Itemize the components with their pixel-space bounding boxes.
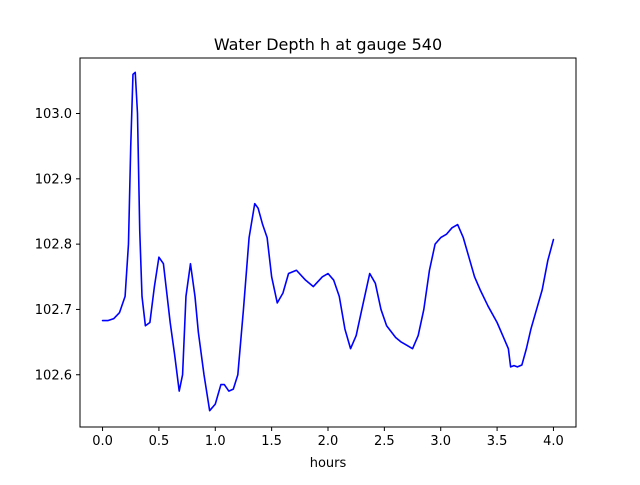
plot-frame <box>79 57 577 428</box>
x-tick-label: 1.5 <box>261 434 282 449</box>
y-tick-label: 102.7 <box>35 303 72 318</box>
x-tick-label: 3.0 <box>430 434 451 449</box>
x-tick-label: 0.5 <box>149 434 170 449</box>
y-axis: 102.6 102.7 102.8 102.9 103.0 <box>35 107 80 383</box>
y-tick-label: 102.6 <box>35 368 72 383</box>
series-line-0 <box>101 71 555 412</box>
x-tick-label: 0.0 <box>92 434 113 449</box>
x-tick-label: 1.0 <box>205 434 226 449</box>
y-tick-label: 102.8 <box>35 238 72 253</box>
chart-title: Water Depth h at gauge 540 <box>214 35 442 54</box>
x-tick-label: 3.5 <box>487 434 508 449</box>
y-tick-label: 102.9 <box>35 172 72 187</box>
y-tick-label: 103.0 <box>35 107 72 122</box>
x-tick-label: 2.5 <box>374 434 395 449</box>
x-axis-label: hours <box>310 456 347 471</box>
x-axis: 0.0 0.5 1.0 1.5 2.0 2.5 3.0 3.5 4.0 <box>92 427 564 449</box>
x-tick-label: 2.0 <box>318 434 339 449</box>
x-tick-label: 4.0 <box>543 434 564 449</box>
plot-area <box>101 71 555 412</box>
